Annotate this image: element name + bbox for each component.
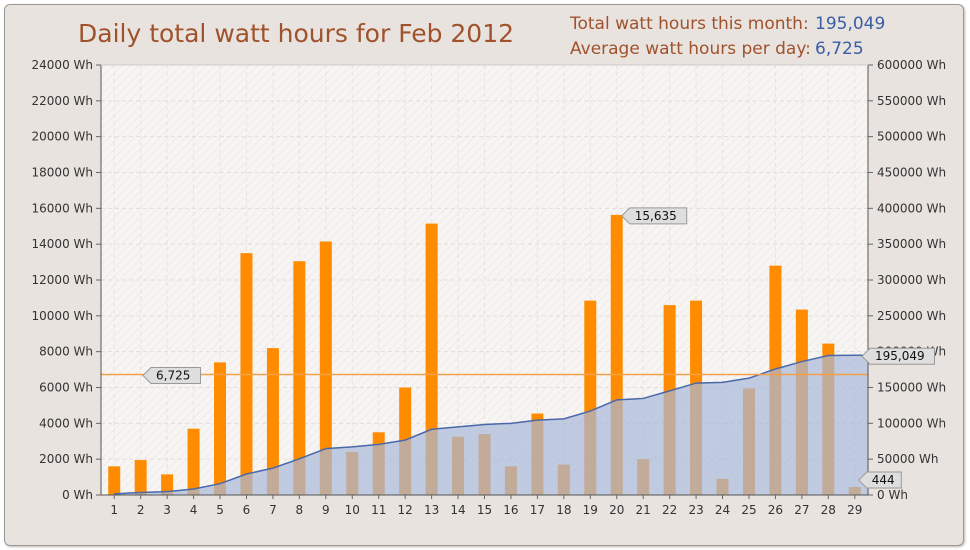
callout-box — [858, 471, 902, 489]
x-tick-label: 7 — [269, 503, 277, 517]
left-tick-label: 4000 Wh — [39, 416, 93, 430]
bar — [266, 348, 279, 495]
callout-box — [861, 347, 935, 365]
right-tick-label: 500000 Wh — [877, 130, 946, 144]
total-stat: Total watt hours this month: 195,049 — [570, 14, 885, 34]
callout-text: 6,725 — [156, 369, 190, 383]
callout-text: 195,049 — [875, 349, 925, 363]
left-tick-label: 22000 Wh — [32, 94, 93, 108]
x-tick-label: 14 — [450, 503, 465, 517]
left-tick-label: 8000 Wh — [39, 345, 93, 359]
x-tick-label: 10 — [345, 503, 360, 517]
bar — [187, 428, 200, 495]
left-tick-label: 24000 Wh — [32, 58, 93, 72]
x-tick-label: 13 — [424, 503, 439, 517]
callout-text: 444 — [872, 473, 895, 487]
callout-box — [142, 367, 201, 385]
bar — [425, 223, 438, 495]
right-tick-label: 0 Wh — [877, 488, 908, 502]
x-tick-label: 20 — [609, 503, 624, 517]
bar — [293, 261, 306, 495]
left-tick-label: 20000 Wh — [32, 130, 93, 144]
x-tick-label: 19 — [583, 503, 598, 517]
x-tick-label: 8 — [296, 503, 304, 517]
total-label: Total watt hours this month: — [570, 14, 809, 34]
bar — [161, 474, 174, 495]
callouts: 15,635 6,725 195,049 444 — [142, 207, 935, 489]
left-tick-label: 2000 Wh — [39, 452, 93, 466]
right-tick-label: 250000 Wh — [877, 309, 946, 323]
x-tick-label: 9 — [322, 503, 330, 517]
right-tick-label: 150000 Wh — [877, 381, 946, 395]
axis-labels: 0 Wh 0 Wh 2000 Wh 50000 Wh 4000 Wh 100000 Wh 6… — [32, 58, 947, 517]
average-value: 6,725 — [815, 39, 864, 59]
x-tick-label: 12 — [398, 503, 413, 517]
right-tick-label: 400000 Wh — [877, 201, 946, 215]
x-tick-label: 4 — [190, 503, 198, 517]
average-label: Average watt hours per day: — [570, 39, 811, 59]
x-tick-label: 27 — [794, 503, 809, 517]
total-callout: 195,049 — [861, 347, 935, 365]
right-tick-label: 550000 Wh — [877, 94, 946, 108]
right-tick-label: 350000 Wh — [877, 237, 946, 251]
x-tick-label: 18 — [556, 503, 571, 517]
x-tick-label: 22 — [662, 503, 677, 517]
x-tick-label: 5 — [216, 503, 224, 517]
x-tick-label: 23 — [688, 503, 703, 517]
callout-box — [621, 207, 688, 225]
x-tick-label: 3 — [163, 503, 171, 517]
right-tick-label: 100000 Wh — [877, 416, 946, 430]
cumulative-series — [114, 354, 869, 495]
bar — [319, 241, 332, 495]
left-tick-label: 6000 Wh — [39, 381, 93, 395]
chart-title: Daily total watt hours for Feb 2012 — [78, 19, 515, 48]
right-tick-label: 450000 Wh — [877, 166, 946, 180]
x-tick-label: 2 — [137, 503, 145, 517]
left-tick-label: 18000 Wh — [32, 166, 93, 180]
average-callout: 6,725 — [142, 367, 201, 385]
bar — [108, 466, 121, 495]
x-tick-label: 16 — [503, 503, 518, 517]
left-tick-label: 0 Wh — [62, 488, 93, 502]
x-tick-label: 28 — [821, 503, 836, 517]
x-tick-label: 1 — [110, 503, 118, 517]
right-tick-label: 600000 Wh — [877, 58, 946, 72]
x-tick-label: 29 — [847, 503, 862, 517]
x-tick-label: 25 — [741, 503, 756, 517]
callout-text: 15,635 — [635, 209, 677, 223]
cumulative-area — [114, 355, 869, 495]
x-tick-label: 6 — [243, 503, 251, 517]
max-value-callout: 15,635 — [621, 207, 688, 225]
average-stat: Average watt hours per day: 6,725 — [570, 39, 864, 59]
bar — [134, 460, 147, 495]
total-value: 195,049 — [815, 14, 886, 34]
left-tick-label: 16000 Wh — [32, 201, 93, 215]
x-tick-label: 26 — [768, 503, 783, 517]
cumulative-line — [114, 354, 868, 495]
x-tick-label: 21 — [636, 503, 651, 517]
x-tick-label: 15 — [477, 503, 492, 517]
last-value-callout: 444 — [858, 471, 902, 489]
right-tick-label: 300000 Wh — [877, 273, 946, 287]
x-tick-label: 17 — [530, 503, 545, 517]
left-tick-label: 12000 Wh — [32, 273, 93, 287]
axes — [96, 64, 873, 499]
right-tick-label: 50000 Wh — [877, 452, 938, 466]
bar — [214, 362, 227, 495]
left-tick-label: 14000 Wh — [32, 237, 93, 251]
left-tick-label: 10000 Wh — [32, 309, 93, 323]
x-tick-label: 24 — [715, 503, 730, 517]
x-tick-label: 11 — [371, 503, 386, 517]
